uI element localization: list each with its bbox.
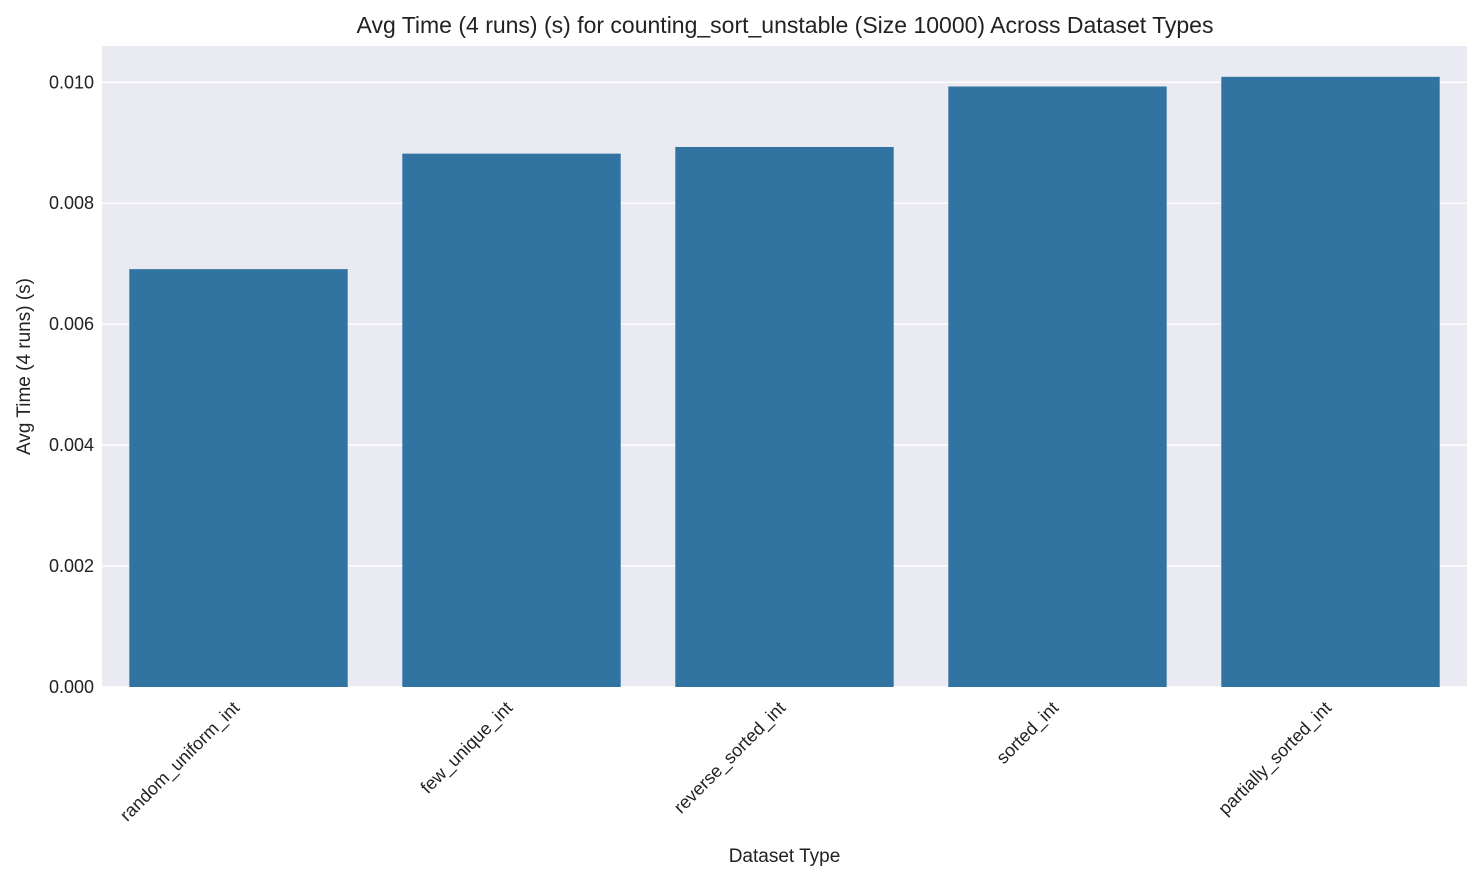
x-tick-label: random_uniform_int (116, 698, 244, 826)
y-tick-label: 0.010 (49, 72, 94, 92)
y-tick-labels: 0.000 0.002 0.004 0.006 0.008 0.010 (49, 72, 94, 697)
bars (129, 76, 1440, 687)
y-tick-label: 0.006 (49, 314, 94, 334)
y-tick-label: 0.002 (49, 556, 94, 576)
y-tick-label: 0.008 (49, 193, 94, 213)
bar-sorted_int (948, 86, 1167, 687)
y-tick-label: 0.004 (49, 435, 94, 455)
x-tick-label: partially_sorted_int (1214, 698, 1336, 820)
y-axis-label: Avg Time (4 runs) (s) (14, 278, 35, 455)
x-tick-labels: random_uniform_int few_unique_int reverse_… (116, 698, 1336, 826)
x-axis-label: Dataset Type (729, 846, 841, 867)
x-tick-label: reverse_sorted_int (670, 698, 790, 818)
bar-few_unique_int (402, 153, 621, 687)
bar-partially_sorted_int (1221, 76, 1440, 687)
bar-reverse_sorted_int (675, 146, 894, 687)
x-tick-label: few_unique_int (417, 698, 517, 798)
x-tick-label: sorted_int (992, 698, 1063, 769)
bar-random_uniform_int (129, 269, 348, 687)
chart-title: Avg Time (4 runs) (s) for counting_sort_… (357, 12, 1214, 38)
y-tick-label: 0.000 (49, 677, 94, 697)
